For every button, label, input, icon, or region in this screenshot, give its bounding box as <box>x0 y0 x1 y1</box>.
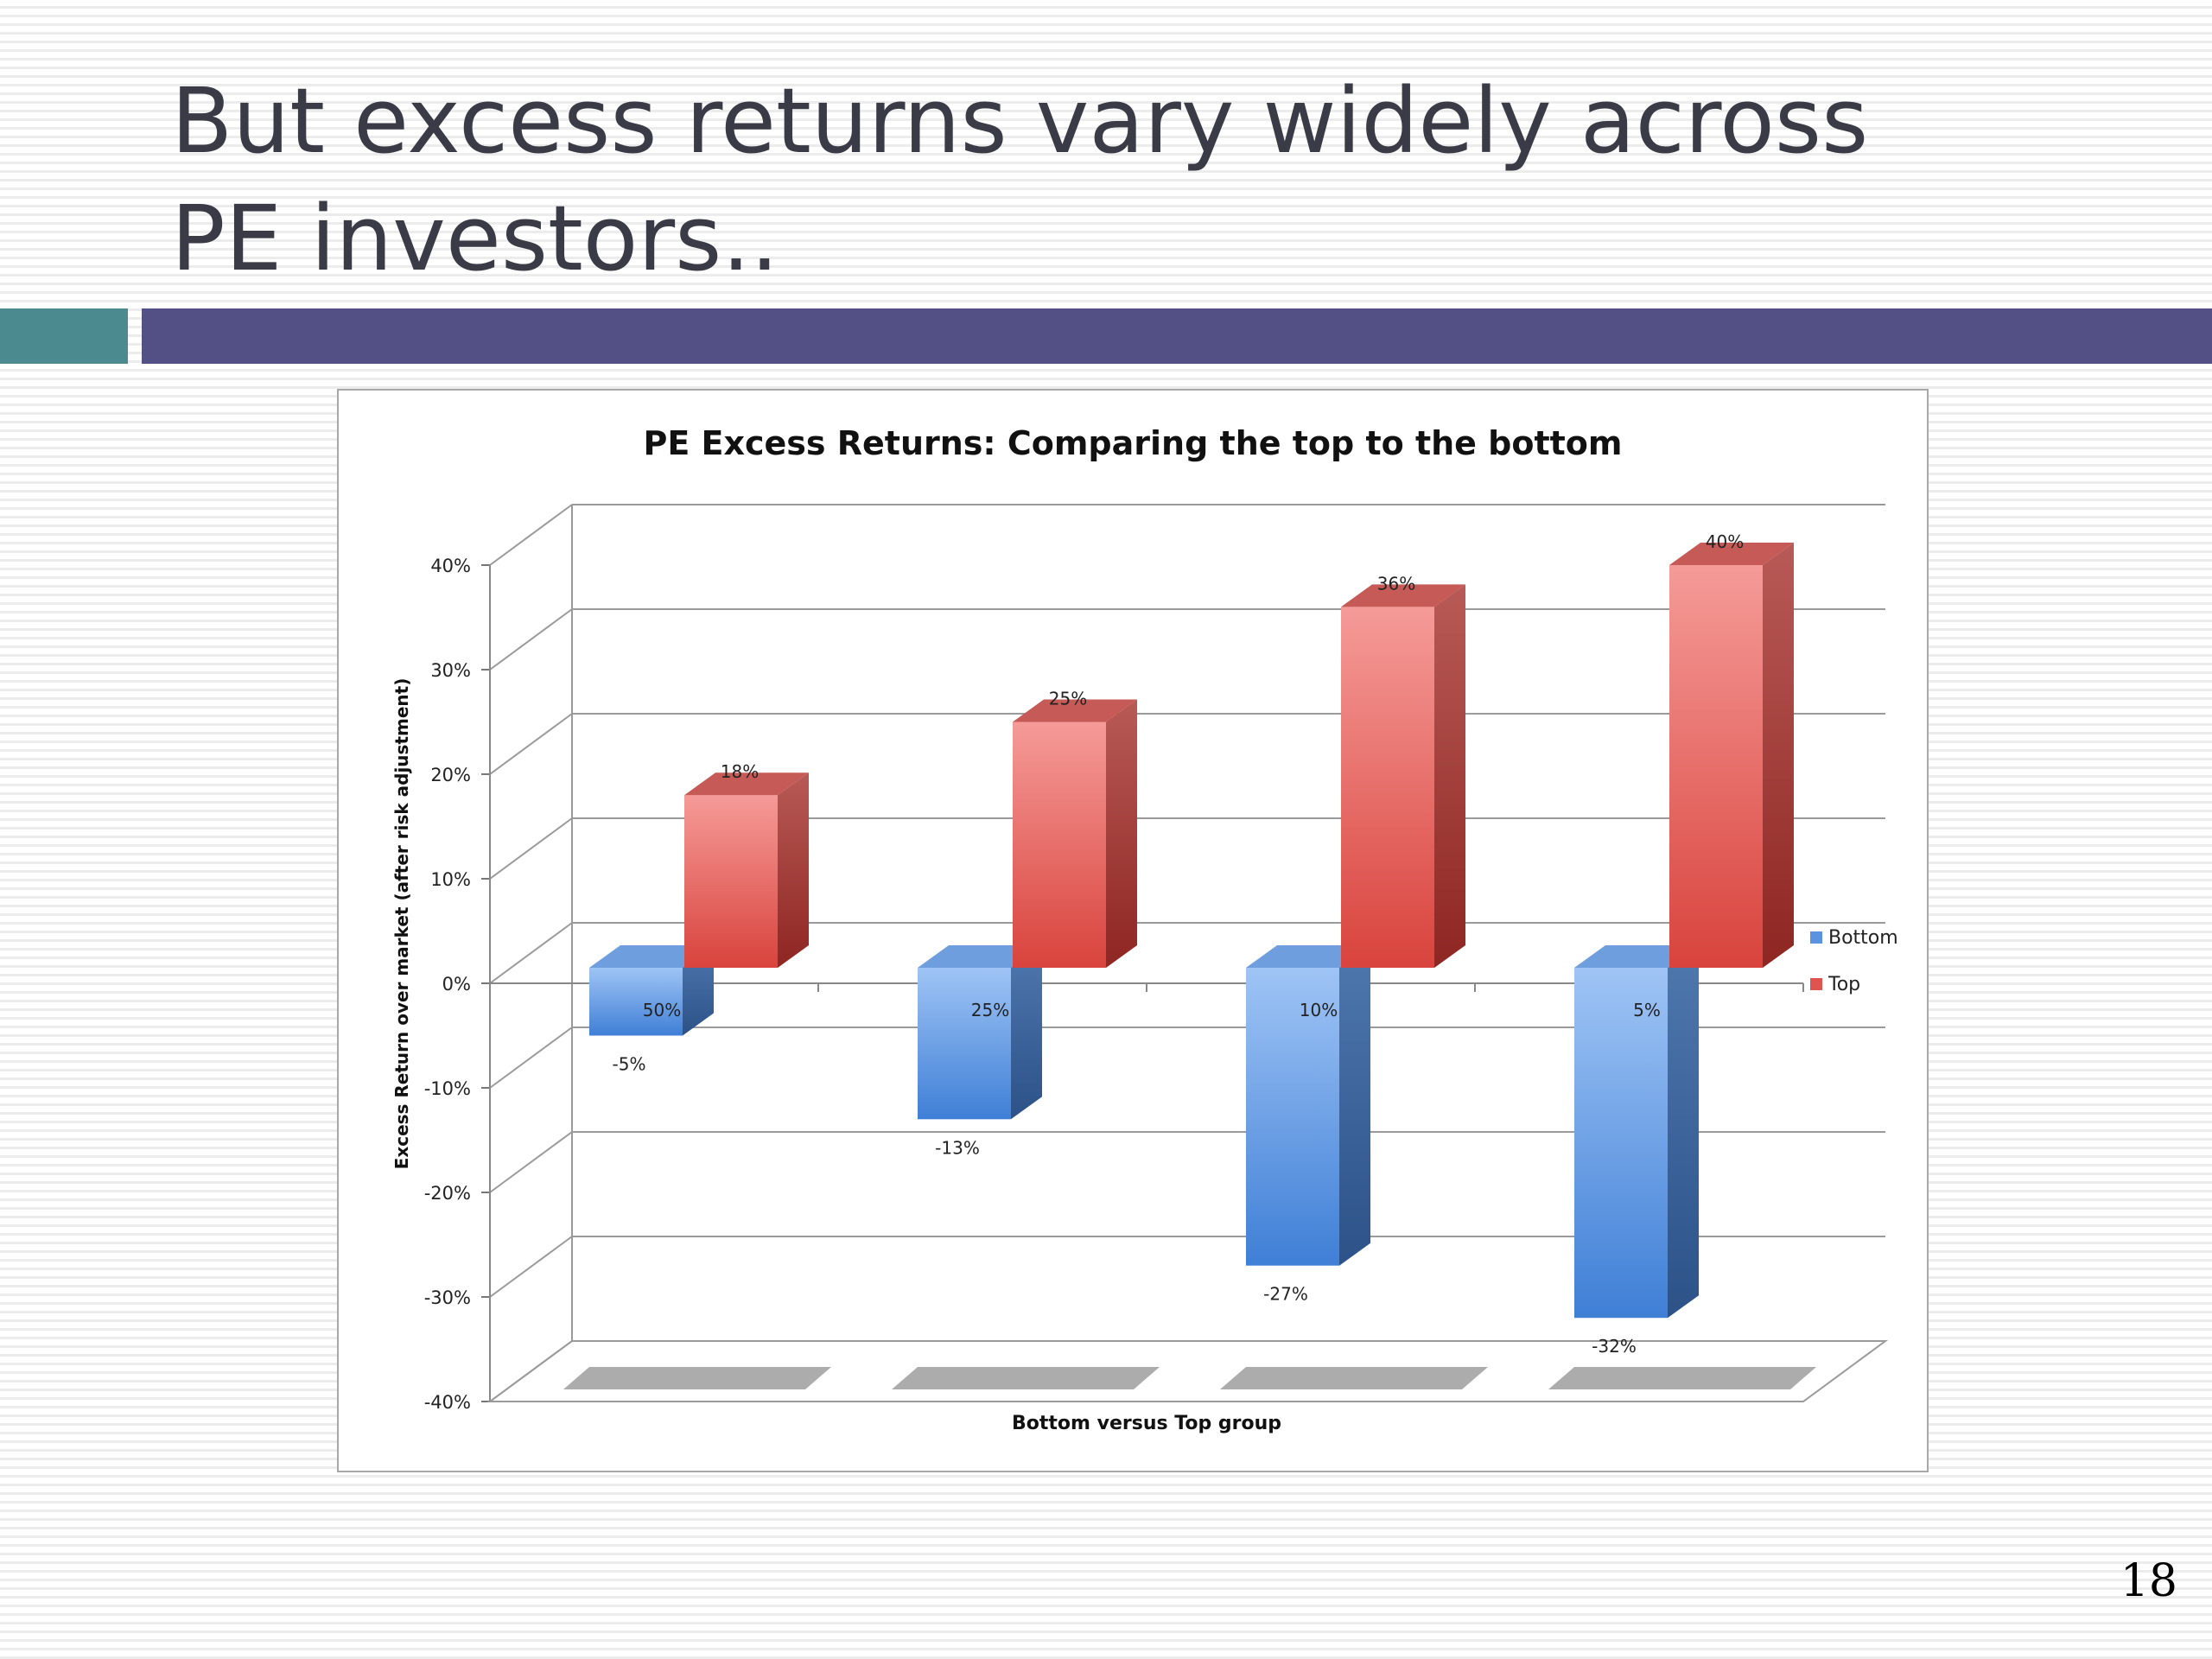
y-tick-label: -10% <box>424 1078 471 1099</box>
gridline-diagonal <box>489 1131 573 1193</box>
bar-top-series <box>1669 543 1794 968</box>
accent-bar-teal <box>0 308 128 364</box>
data-label: -32% <box>1592 1336 1637 1357</box>
bar-top-face <box>684 772 809 796</box>
gridline-diagonal <box>489 817 573 880</box>
bar-side-face <box>1763 543 1794 968</box>
y-tick-label: -20% <box>424 1183 471 1204</box>
gridline-diagonal <box>489 922 573 984</box>
page-number: 18 <box>2120 1555 2177 1607</box>
bar-top-series <box>1341 584 1465 968</box>
x-tick-label: 5% <box>1633 1000 1661 1020</box>
bar-top-face <box>1246 945 1370 968</box>
y-tick-label: 20% <box>430 765 471 785</box>
bar-bottom-series <box>589 945 714 1036</box>
excess-returns-chart: PE Excess Returns: Comparing the top to … <box>391 424 1898 1434</box>
bar-top-face <box>1574 945 1699 968</box>
label-layer: -40% -30% -20% -10% 0% 10% 20% 30% 40% -5% 50% -13%… <box>424 531 1744 1413</box>
legend-swatch <box>1810 978 1822 990</box>
bar-front-face <box>684 795 778 968</box>
legend: Bottom Top <box>1810 927 1898 995</box>
legend-swatch <box>1810 931 1822 944</box>
bar-top-face <box>1013 699 1137 722</box>
bar-shadow <box>563 1367 831 1389</box>
gridline-diagonal <box>489 504 573 566</box>
y-axis-label: Excess Return over market (after risk ad… <box>391 678 412 1170</box>
accent-bar-navy <box>142 308 2212 364</box>
y-tick-label: 30% <box>430 660 471 681</box>
bar-front-face <box>918 968 1011 1120</box>
bar-top-series <box>684 772 809 968</box>
bar-front-face <box>589 968 683 1036</box>
bar-bottom-series <box>1574 945 1699 1319</box>
data-label: 18% <box>721 761 759 782</box>
bar-front-face <box>1013 721 1106 968</box>
gridline-diagonal <box>489 608 573 671</box>
x-tick-label: 50% <box>643 1000 681 1020</box>
y-tick-label: -40% <box>424 1392 471 1413</box>
data-label: 40% <box>1706 531 1744 552</box>
chart-frame: PE Excess Returns: Comparing the top to … <box>337 389 1929 1472</box>
bar-side-face <box>683 945 714 1036</box>
x-tick-label: 25% <box>971 1000 1009 1020</box>
bar-top-face <box>1669 543 1794 565</box>
gridline-diagonal <box>489 1236 573 1298</box>
y-tick-label: 0% <box>442 974 471 995</box>
bar-top-series <box>1013 699 1137 968</box>
bar-side-face <box>1434 584 1465 968</box>
slide-title: But excess returns vary widely across PE… <box>171 68 1869 291</box>
chart-title: PE Excess Returns: Comparing the top to … <box>643 424 1622 462</box>
bar-front-face <box>1669 565 1763 968</box>
gridline-diagonal <box>489 713 573 775</box>
chart-floor <box>486 1340 1889 1402</box>
gridline-diagonal <box>489 1027 573 1089</box>
bar-side-face <box>1011 945 1042 1120</box>
bar-front-face <box>1341 607 1434 968</box>
bar-side-face <box>1339 945 1370 1266</box>
y-tick-label: 40% <box>430 556 471 576</box>
legend-label: Top <box>1827 974 1860 995</box>
data-label: 36% <box>1377 573 1415 594</box>
shadow-layer <box>563 1367 1816 1389</box>
bar-shadow <box>1220 1367 1488 1389</box>
bar-side-face <box>778 772 809 968</box>
bar-front-face <box>1574 968 1668 1319</box>
bar-top-face <box>918 945 1042 968</box>
data-label: -13% <box>935 1137 980 1158</box>
data-label: 25% <box>1049 689 1087 709</box>
bar-shadow <box>1548 1367 1816 1389</box>
bar-front-face <box>1246 968 1339 1266</box>
bar-shadow <box>892 1367 1160 1389</box>
y-tick-label: 10% <box>430 869 471 890</box>
data-label: -27% <box>1263 1284 1308 1305</box>
bar-top-face <box>1341 584 1465 607</box>
x-tick-label: 10% <box>1300 1000 1338 1020</box>
x-axis-label: Bottom versus Top group <box>1012 1413 1281 1434</box>
y-tick-label: -30% <box>424 1287 471 1308</box>
bar-side-face <box>1668 945 1699 1319</box>
bar-layer <box>589 543 1794 1319</box>
data-label: -5% <box>613 1054 646 1075</box>
bar-bottom-series <box>1246 945 1370 1266</box>
bar-top-face <box>589 945 714 968</box>
bar-side-face <box>1106 699 1137 968</box>
legend-label: Bottom <box>1828 927 1898 949</box>
bar-bottom-series <box>918 945 1042 1120</box>
